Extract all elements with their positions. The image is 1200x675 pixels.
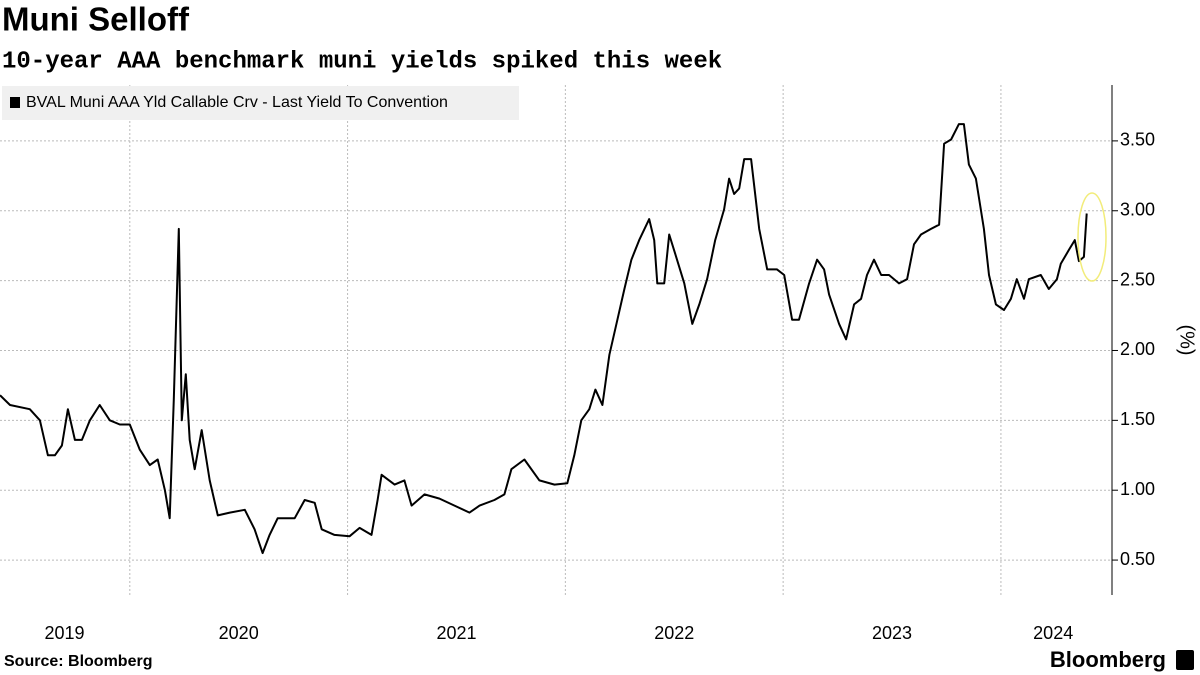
brand: Bloomberg [1050,647,1166,672]
y-tick-label: 2.50 [1120,269,1155,289]
source: Source: Bloomberg [4,653,152,670]
legend-label: BVAL Muni AAA Yld Callable Crv - Last Yi… [26,94,448,111]
y-tick-label: 2.00 [1120,339,1155,359]
brand-icon [1176,650,1194,670]
y-tick-label: 0.50 [1120,549,1155,569]
chart-subtitle: 10-year AAA benchmark muni yields spiked… [2,48,722,75]
y-tick-label: 3.00 [1120,200,1155,220]
x-tick-label: 2019 [44,623,84,643]
series-line [0,123,1088,555]
plot-area: 0.50 1.00 1.50 2.00 2.50 3.00 3.50 2019 2020 2021… [0,85,1155,643]
legend-box [2,86,519,120]
legend-swatch [10,97,20,108]
x-tick-label: 2023 [872,623,912,643]
x-tick-label: 2020 [219,623,259,643]
x-tick-label: 2024 [1033,623,1073,643]
y-tick-label: 3.50 [1120,130,1155,150]
x-tick-label: 2021 [436,623,476,643]
y-tick-label: 1.00 [1120,479,1155,499]
y-tick-label: 1.50 [1120,409,1155,429]
y-axis-label: (%) [1176,324,1198,355]
x-tick-label: 2022 [654,623,694,643]
highlight-ellipse [1077,192,1107,282]
chart-title: Muni Selloff [2,1,190,38]
